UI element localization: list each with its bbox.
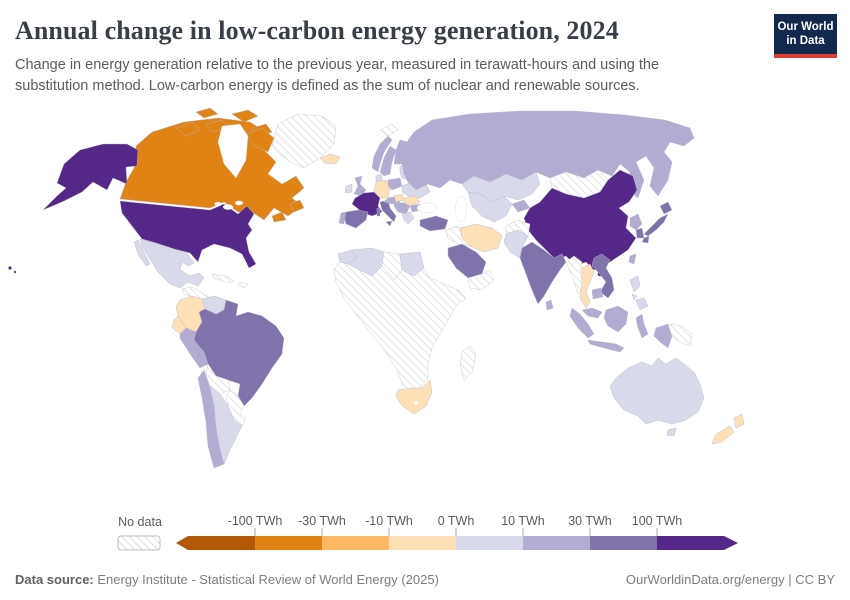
region-algeria[interactable] — [347, 247, 385, 277]
great-lakes — [214, 201, 222, 207]
region-north-korea[interactable] — [629, 213, 643, 231]
region-papua-new-guinea[interactable] — [667, 323, 693, 347]
region-cuba[interactable] — [211, 273, 235, 284]
legend-tick-label: 10 TWh — [501, 514, 545, 528]
map-legend: No data -100 TWh -30 TWh -10 TWh 0 TWh 1… — [110, 510, 755, 560]
region-greece[interactable] — [401, 211, 415, 225]
legend-tick-label: 0 TWh — [438, 514, 475, 528]
legend-bin-1[interactable] — [255, 536, 322, 550]
legend-tick-label: 30 TWh — [568, 514, 612, 528]
legend-no-data-swatch[interactable] — [117, 535, 161, 551]
owid-url-link[interactable]: OurWorldinData.org/energy — [625, 572, 785, 587]
caspian-sea — [455, 195, 467, 223]
owid-logo-line2: in Data — [786, 35, 825, 48]
region-australia[interactable] — [609, 357, 705, 437]
region-cambodia[interactable] — [591, 287, 604, 300]
region-brazil[interactable] — [193, 299, 285, 407]
data-source-label: Data source: — [15, 572, 94, 587]
page-title: Annual change in low-carbon energy gener… — [15, 16, 619, 45]
legend-tick-label: -100 TWh — [228, 514, 283, 528]
legend-bin-3[interactable] — [389, 536, 456, 550]
region-svalbard[interactable] — [379, 123, 399, 137]
legend-bin-7[interactable] — [657, 536, 724, 550]
region-denmark[interactable] — [375, 173, 383, 182]
region-iceland[interactable] — [319, 153, 341, 165]
region-south-africa[interactable] — [395, 379, 433, 415]
world-map-svg — [8, 107, 745, 469]
legend-tick-label: -10 TWh — [365, 514, 413, 528]
region-madagascar[interactable] — [459, 345, 477, 381]
legend-arrow-left[interactable] — [176, 536, 188, 550]
region-japan[interactable] — [641, 201, 673, 244]
region-mexico[interactable] — [133, 238, 205, 289]
legend-bin-2[interactable] — [322, 536, 389, 550]
region-iran[interactable] — [459, 223, 503, 253]
region-central-asia[interactable] — [467, 191, 513, 223]
region-ecuador[interactable] — [171, 315, 187, 335]
region-kyrgyzstan[interactable] — [511, 199, 531, 213]
region-taiwan[interactable] — [628, 253, 637, 265]
region-chile[interactable] — [197, 369, 225, 469]
license-text[interactable]: CC BY — [795, 572, 835, 587]
region-egypt[interactable] — [399, 251, 425, 277]
region-bolivia[interactable] — [205, 363, 231, 395]
region-russia[interactable] — [401, 110, 695, 199]
legend-bin-5[interactable] — [523, 536, 590, 550]
great-lakes — [234, 200, 244, 206]
region-paraguay-uruguay[interactable] — [225, 389, 247, 427]
region-hispaniola[interactable] — [237, 281, 249, 289]
region-new-zealand[interactable] — [711, 413, 745, 445]
region-south-korea[interactable] — [635, 227, 645, 239]
legend-bin-4[interactable] — [456, 536, 523, 550]
region-norway[interactable] — [371, 135, 393, 173]
region-thailand[interactable] — [579, 263, 595, 309]
legend-bin-6[interactable] — [590, 536, 657, 550]
region-sri-lanka[interactable] — [545, 299, 554, 311]
map-legend-svg: No data -100 TWh -30 TWh -10 TWh 0 TWh 1… — [117, 514, 738, 551]
hudson-bay — [217, 123, 249, 179]
owid-logo-line1: Our World — [777, 21, 834, 33]
legend-no-data-label: No data — [118, 515, 162, 529]
region-philippines[interactable] — [629, 275, 649, 311]
region-yemen-oman[interactable] — [467, 269, 495, 291]
chart-subtitle: Change in energy generation relative to … — [15, 57, 660, 95]
world-map — [0, 106, 850, 506]
region-malaysia[interactable] — [581, 307, 603, 319]
great-lakes — [222, 204, 234, 210]
chart-footer: Data source: Energy Institute - Statisti… — [15, 572, 835, 587]
legend-tick-label: -30 TWh — [298, 514, 346, 528]
footer-separator: | — [788, 572, 792, 587]
region-romania[interactable] — [403, 195, 421, 207]
region-united-states[interactable] — [8, 143, 257, 274]
region-indonesia[interactable] — [569, 305, 673, 353]
region-spain[interactable] — [343, 209, 369, 229]
legend-tick-label: 100 TWh — [632, 514, 683, 528]
region-libya[interactable] — [381, 251, 403, 281]
region-vietnam[interactable] — [591, 253, 615, 299]
region-portugal[interactable] — [338, 211, 347, 225]
lesotho — [413, 400, 419, 406]
owid-logo[interactable]: Our World in Data — [774, 14, 837, 58]
region-africa-no-data[interactable] — [333, 261, 467, 391]
legend-arrow-right[interactable] — [724, 536, 738, 550]
legend-bin-0[interactable] — [188, 536, 255, 550]
region-india[interactable] — [519, 241, 567, 305]
region-poland[interactable] — [387, 177, 403, 191]
region-turkey[interactable] — [419, 215, 449, 232]
black-sea — [416, 202, 438, 214]
region-greenland[interactable] — [271, 113, 337, 169]
region-sweden[interactable] — [379, 145, 397, 177]
region-hungary[interactable] — [393, 193, 405, 203]
data-source-text: Energy Institute - Statistical Review of… — [97, 572, 439, 587]
region-ireland[interactable] — [344, 183, 353, 194]
